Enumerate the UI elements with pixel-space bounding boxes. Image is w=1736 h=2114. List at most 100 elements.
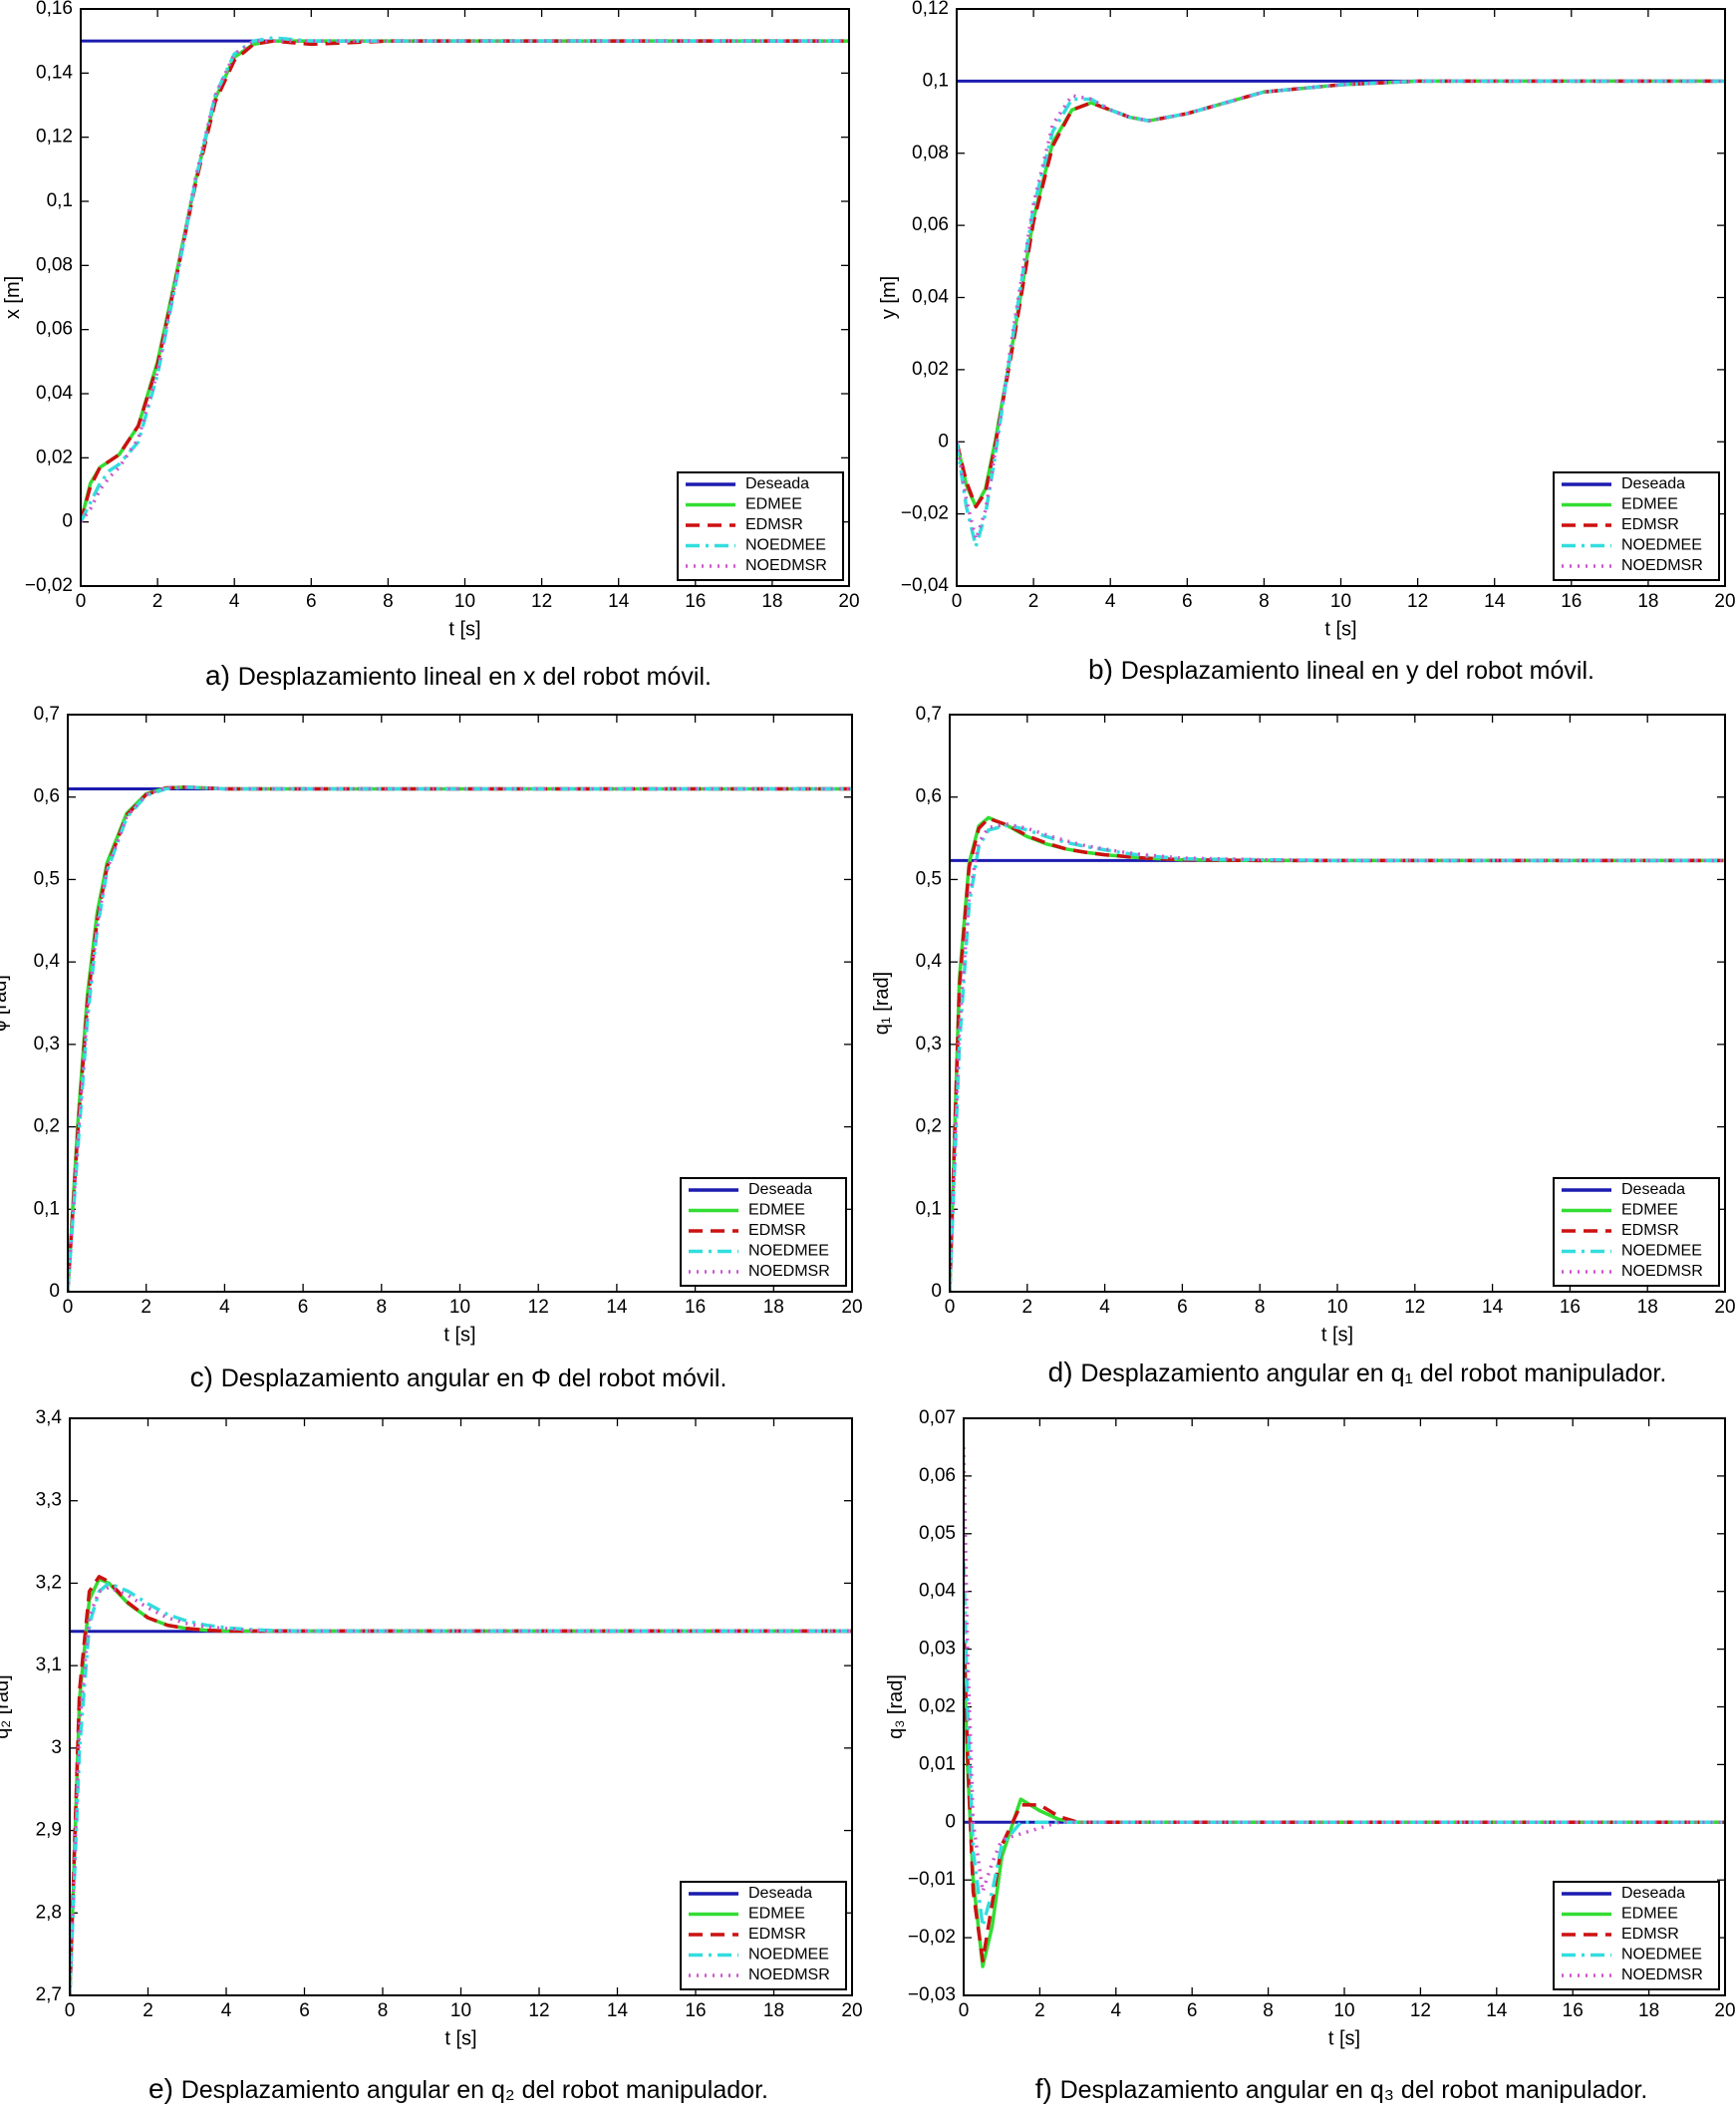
- series-line: [70, 1585, 852, 1995]
- x-tick-label: 18: [1637, 591, 1658, 612]
- x-tick-label: 2: [1028, 591, 1039, 612]
- y-axis-label: q₁ [rad]: [871, 972, 893, 1035]
- series-line: [81, 36, 849, 523]
- x-tick-label: 0: [945, 1297, 956, 1318]
- legend-label: NOEDMSR: [745, 557, 827, 574]
- caption: d) Desplazamiento angular en q₁ del robo…: [1048, 1357, 1667, 1387]
- legend-label: NOEDMSR: [748, 1263, 830, 1280]
- caption-text: Desplazamiento angular en q₁ del robot m…: [1080, 1359, 1666, 1387]
- caption: c) Desplazamiento angular en Φ del robot…: [190, 1361, 727, 1392]
- x-tick-label: 6: [1187, 2000, 1198, 2021]
- x-axis-label: t [s]: [448, 618, 480, 640]
- caption-space: [1113, 654, 1121, 685]
- y-tick-label: 0,04: [36, 383, 73, 404]
- y-tick-label: 0,02: [912, 359, 949, 380]
- series-group: [964, 1446, 1725, 1968]
- legend-label: Deseada: [1621, 1181, 1685, 1198]
- caption-label: c): [190, 1361, 213, 1392]
- x-tick-label: 2: [141, 1297, 151, 1318]
- y-axis-label: q₃ [rad]: [885, 1674, 907, 1739]
- legend-box: [1553, 471, 1720, 581]
- y-tick-label: 0,12: [912, 0, 949, 19]
- x-tick-label: 8: [378, 2000, 389, 2021]
- x-tick-label: 12: [528, 2000, 549, 2021]
- x-tick-label: 0: [65, 2000, 76, 2021]
- x-tick-label: 2: [152, 591, 163, 612]
- x-tick-label: 4: [219, 1297, 230, 1318]
- series-line: [81, 39, 849, 523]
- x-tick-label: 12: [1410, 2000, 1431, 2021]
- series-line: [950, 823, 1725, 1292]
- x-tick-label: 10: [449, 1297, 470, 1318]
- x-tick-label: 12: [528, 1297, 549, 1318]
- legend: Deseada EDMEE EDMSR NOEDMEE NOEDMSR: [1553, 1881, 1720, 1990]
- x-tick-label: 8: [1255, 1297, 1266, 1318]
- y-tick-label: 0,02: [36, 447, 73, 467]
- x-tick-label: 8: [1259, 591, 1270, 612]
- y-tick-label: −0,03: [908, 1984, 956, 2005]
- legend-label: NOEDMEE: [745, 537, 826, 554]
- x-tick-label: 20: [841, 1297, 862, 1318]
- y-axis-label: q₂ [rad]: [0, 1674, 13, 1738]
- caption-text: Desplazamiento lineal en y del robot móv…: [1121, 657, 1594, 685]
- x-axis-label: t [s]: [1324, 618, 1356, 640]
- legend-label: Deseada: [748, 1181, 812, 1198]
- x-axis-label: t [s]: [443, 1324, 475, 1346]
- series-group: [68, 785, 852, 1292]
- x-tick-label: 6: [299, 2000, 310, 2021]
- x-tick-label: 12: [531, 591, 552, 612]
- x-tick-label: 6: [306, 591, 317, 612]
- caption-space: [1073, 1357, 1081, 1387]
- caption-text: Desplazamiento angular en q₃ del robot m…: [1060, 2076, 1648, 2104]
- series-line: [950, 822, 1725, 1292]
- y-tick-label: 0,7: [34, 704, 60, 725]
- y-tick-label: 0,2: [916, 1116, 942, 1137]
- x-tick-label: 0: [63, 1297, 74, 1318]
- legend-label: EDMEE: [748, 1202, 805, 1219]
- x-tick-label: 4: [229, 591, 240, 612]
- x-tick-label: 14: [1482, 1297, 1504, 1318]
- legend-box: [680, 1881, 847, 1990]
- caption: a) Desplazamiento lineal en x del robot …: [205, 660, 712, 691]
- x-axis-label: t [s]: [444, 2027, 476, 2049]
- legend-label: EDMSR: [1621, 516, 1679, 533]
- x-tick-label: 20: [838, 591, 859, 612]
- legend: Deseada EDMEE EDMSR NOEDMEE NOEDMSR: [680, 1881, 847, 1990]
- series-group: [70, 1575, 852, 1995]
- x-tick-label: 14: [608, 591, 630, 612]
- y-tick-label: 0,16: [36, 0, 73, 19]
- x-tick-label: 6: [298, 1297, 309, 1318]
- legend-label: NOEDMSR: [1621, 557, 1703, 574]
- y-tick-label: 0,1: [34, 1198, 60, 1219]
- x-tick-label: 2: [143, 2000, 153, 2021]
- chart: 0 2 4 6 8 10 12 14 16 18 20−0,0200,020,040,060,080…: [2, 0, 860, 691]
- legend: Deseada EDMEE EDMSR NOEDMEE NOEDMSR: [1553, 1177, 1720, 1287]
- y-tick-label: 0,4: [916, 951, 943, 972]
- y-tick-label: 0,03: [919, 1639, 956, 1660]
- plot-frame: [69, 1417, 853, 1996]
- series-line: [70, 1581, 852, 1995]
- x-tick-label: 8: [1263, 2000, 1274, 2021]
- y-tick-label: 3,1: [36, 1655, 62, 1675]
- caption-label: b): [1088, 654, 1113, 685]
- legend-box: [677, 471, 844, 581]
- y-tick-label: 3: [51, 1737, 62, 1758]
- x-tick-label: 8: [383, 591, 394, 612]
- y-tick-label: 0,07: [919, 1407, 956, 1428]
- legend-label: EDMEE: [1621, 1202, 1678, 1219]
- legend: Deseada EDMEE EDMSR NOEDMEE NOEDMSR: [1553, 471, 1720, 581]
- y-tick-label: 0: [931, 1281, 942, 1302]
- x-tick-label: 18: [1637, 1297, 1658, 1318]
- y-tick-label: 0,01: [919, 1753, 956, 1774]
- legend-box: [1553, 1881, 1720, 1990]
- x-tick-label: 20: [841, 2000, 862, 2021]
- x-tick-label: 4: [1111, 2000, 1122, 2021]
- plot-frame: [956, 8, 1726, 587]
- caption-text: Desplazamiento angular en q₂ del robot m…: [181, 2076, 768, 2104]
- y-tick-label: 0,14: [36, 62, 73, 83]
- y-tick-label: −0,01: [908, 1869, 956, 1890]
- x-tick-label: 16: [1561, 591, 1582, 612]
- legend-label: NOEDMSR: [748, 1966, 830, 1983]
- y-tick-label: 0,04: [912, 287, 949, 308]
